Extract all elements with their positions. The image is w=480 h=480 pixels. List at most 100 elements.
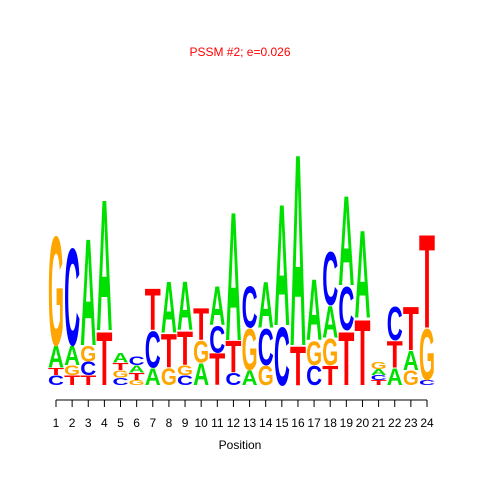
- x-tick-label: 17: [307, 416, 321, 430]
- logo-letter: T: [371, 379, 388, 387]
- logo-letter: A: [193, 356, 209, 391]
- logo-letter: G: [419, 315, 435, 396]
- chart-title: PSSM #2; e=0.026: [189, 45, 290, 59]
- logo-letter: C: [387, 298, 403, 352]
- logo-letter: A: [113, 351, 129, 366]
- logo-letter: T: [113, 361, 129, 373]
- logo-letter: A: [161, 268, 177, 349]
- logo-letter: G: [242, 317, 258, 383]
- x-tick-label: 4: [101, 416, 108, 430]
- logo-letter: A: [403, 346, 419, 377]
- logo-letter: C: [419, 379, 435, 387]
- logo-letter: A: [322, 297, 338, 347]
- logo-letter: C: [338, 273, 354, 343]
- x-tick-label: 15: [275, 416, 289, 430]
- logo-letter: A: [258, 269, 274, 342]
- x-tick-label: 5: [117, 416, 124, 430]
- x-tick-label: 2: [69, 416, 76, 430]
- logo-letter: T: [387, 334, 403, 376]
- logo-letter: C: [371, 374, 387, 382]
- logo-letter: G: [322, 331, 338, 373]
- logo-letter: T: [225, 332, 241, 382]
- logo-letter: A: [371, 367, 388, 377]
- logo-letter: T: [322, 361, 338, 392]
- logo-letter: A: [80, 208, 96, 379]
- x-tick-label: 8: [166, 416, 173, 430]
- logo-letter: G: [129, 379, 145, 387]
- logo-letter: T: [48, 366, 64, 378]
- x-tick-label: 7: [149, 416, 156, 430]
- logo-letter: C: [225, 370, 241, 389]
- logo-letter: C: [306, 361, 322, 392]
- logo-letter: G: [161, 363, 177, 390]
- logo-letter: C: [274, 310, 290, 403]
- logo-letter: T: [177, 323, 193, 377]
- logo-letter: A: [145, 363, 161, 390]
- logo-letter: C: [145, 321, 161, 379]
- logo-letter: T: [80, 373, 97, 388]
- logo-letter: A: [354, 206, 370, 345]
- logo-letter: A: [387, 363, 403, 390]
- logo-letter: C: [258, 318, 274, 376]
- x-tick-label: 19: [340, 416, 354, 430]
- logo-letter: T: [96, 316, 112, 401]
- logo-letter: A: [96, 162, 112, 371]
- x-tick-label: 21: [372, 416, 386, 430]
- logo-letter: C: [129, 354, 145, 368]
- logo-letter: T: [403, 293, 419, 363]
- logo-letter: C: [113, 376, 129, 388]
- logo-letter: G: [48, 204, 64, 379]
- logo-letter: T: [64, 373, 81, 388]
- logo-letter: A: [48, 339, 64, 374]
- logo-letter: G: [80, 340, 96, 366]
- x-tick-label: 14: [259, 416, 273, 430]
- x-tick-label: 1: [53, 416, 60, 430]
- x-tick-label: 22: [388, 416, 402, 430]
- x-tick-label: 10: [194, 416, 208, 430]
- x-tick-label: 13: [243, 416, 257, 430]
- x-tick-label: 11: [211, 416, 224, 430]
- logo-letter: C: [48, 373, 64, 388]
- logo-letter: T: [161, 325, 177, 379]
- logo-letter: G: [258, 361, 274, 392]
- x-tick-label: 23: [404, 416, 418, 430]
- x-tick-label: 3: [85, 416, 92, 430]
- logo-letter: A: [177, 267, 193, 345]
- logo-letter: C: [80, 359, 96, 380]
- logo-letter: G: [371, 359, 387, 371]
- logo-letter: T: [209, 345, 225, 395]
- logo-letter: T: [338, 316, 354, 401]
- x-tick-label: 18: [324, 416, 338, 430]
- logo-letter: G: [306, 334, 322, 373]
- logo-letter: T: [354, 301, 370, 405]
- x-tick-label: 20: [356, 416, 370, 430]
- logo-letter: G: [177, 363, 193, 378]
- x-tick-label: 12: [227, 416, 241, 430]
- logo-letter: C: [177, 373, 193, 388]
- logo-letter: A: [225, 173, 241, 379]
- logo-letter: T: [193, 300, 209, 350]
- logo-letter: G: [403, 366, 419, 390]
- logo-letter: T: [290, 335, 306, 396]
- logo-letter: C: [242, 275, 258, 341]
- logo-letter: T: [419, 208, 435, 357]
- logo-letter: A: [64, 341, 80, 372]
- x-tick-label: 9: [182, 416, 189, 430]
- logo-letter: C: [209, 319, 225, 361]
- x-tick-label: 16: [291, 416, 305, 430]
- logo-letter: A: [274, 169, 290, 362]
- logo-letter: G: [113, 368, 129, 380]
- logo-letter: A: [242, 366, 258, 390]
- logo-letter: T: [145, 277, 161, 343]
- x-tick-label: 24: [420, 416, 434, 430]
- logo-letter: C: [64, 221, 80, 376]
- logo-letter: A: [209, 275, 225, 336]
- logo-letter: A: [290, 98, 306, 404]
- logo-letter: G: [193, 334, 209, 369]
- logo-letter: C: [322, 236, 338, 321]
- logo-letter: A: [306, 263, 322, 359]
- logo-letter: G: [64, 363, 80, 378]
- logo-letter: T: [129, 371, 145, 383]
- logo-letter: A: [129, 363, 145, 375]
